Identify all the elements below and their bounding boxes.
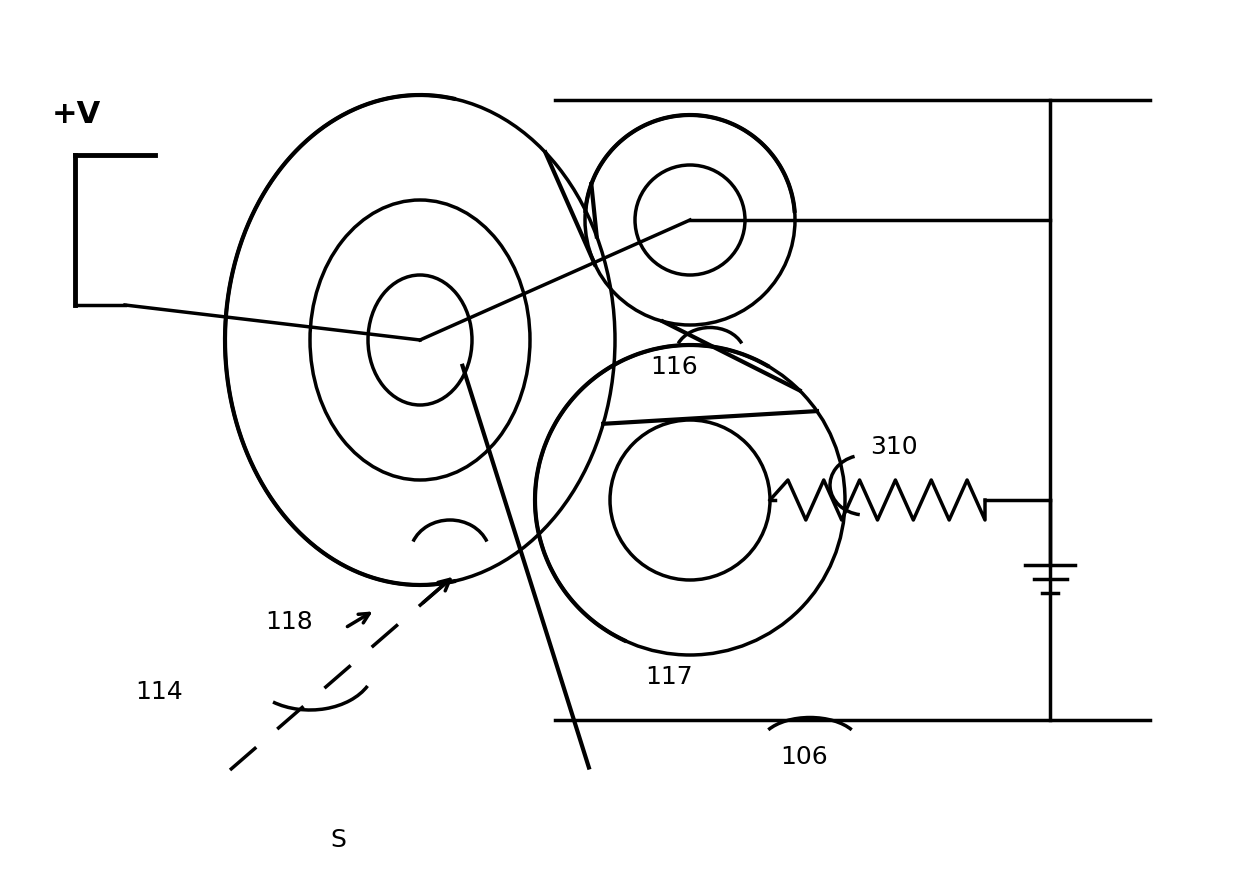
Text: 116: 116 xyxy=(650,355,698,379)
Text: S: S xyxy=(330,828,346,852)
Text: 310: 310 xyxy=(870,435,918,459)
Text: 106: 106 xyxy=(780,745,828,769)
Text: +V: +V xyxy=(52,100,102,129)
Text: 117: 117 xyxy=(645,665,693,689)
Text: 114: 114 xyxy=(135,680,182,704)
Text: 118: 118 xyxy=(265,610,312,634)
